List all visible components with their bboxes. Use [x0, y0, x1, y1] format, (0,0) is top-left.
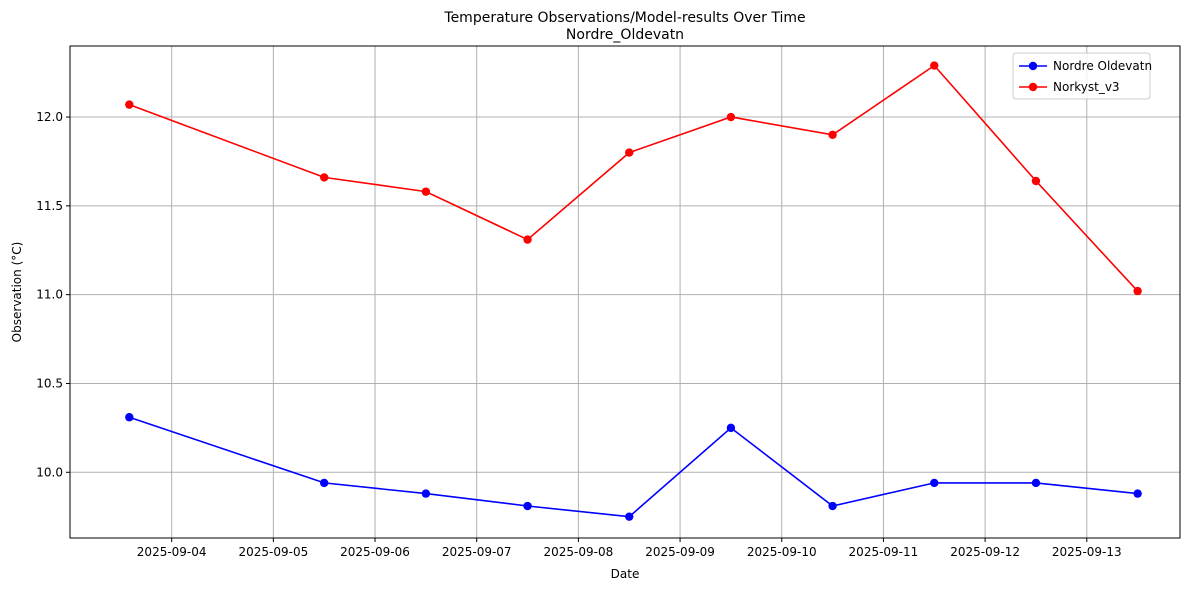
- legend-swatch-marker: [1028, 61, 1038, 71]
- x-tick-label: 2025-09-12: [950, 545, 1020, 559]
- data-point: [523, 235, 532, 244]
- data-point: [625, 512, 634, 521]
- series-line: [129, 416, 1138, 518]
- y-tick-label: 11.0: [36, 288, 63, 302]
- data-point: [1031, 478, 1041, 488]
- series-layer: [125, 61, 1142, 521]
- data-point: [828, 130, 837, 140]
- x-tick-label: 2025-09-04: [137, 545, 207, 559]
- x-tick-label: 2025-09-07: [442, 545, 512, 559]
- data-point: [828, 501, 837, 511]
- chart-subtitle: Nordre_Oldevatn: [566, 27, 684, 43]
- data-point: [930, 61, 939, 70]
- data-point: [319, 478, 329, 488]
- y-tick-label: 10.0: [36, 465, 63, 479]
- legend: Nordre Oldevatn Norkyst_v3: [1012, 52, 1152, 100]
- data-point: [125, 100, 134, 109]
- y-tick-label: 11.5: [36, 199, 63, 213]
- data-point: [421, 489, 431, 498]
- data-point: [726, 423, 736, 433]
- x-tick-label: 2025-09-08: [544, 545, 614, 559]
- y-axis-label: Observation (°C): [10, 242, 24, 343]
- series-line: [129, 64, 1139, 292]
- data-point: [1031, 176, 1041, 186]
- axes: 2025-09-04 2025-09-05 2025-09-06 2025-09-07…: [36, 110, 1121, 559]
- data-point: [421, 187, 431, 196]
- data-point: [319, 173, 329, 182]
- x-axis-label: Date: [611, 567, 640, 581]
- grid: [70, 46, 1180, 538]
- legend-label: Norkyst_v3: [1053, 80, 1120, 94]
- chart-title: Temperature Observations/Model-results O…: [443, 10, 805, 26]
- legend-swatch-marker: [1028, 82, 1038, 92]
- data-point: [1133, 489, 1142, 498]
- data-point: [1133, 286, 1142, 296]
- y-tick-label: 10.5: [36, 376, 63, 390]
- x-tick-label: 2025-09-09: [645, 545, 715, 559]
- x-tick-label: 2025-09-10: [747, 545, 817, 559]
- x-tick-label: 2025-09-06: [340, 545, 410, 559]
- data-point: [523, 501, 532, 511]
- y-tick-label: 12.0: [36, 110, 63, 124]
- data-point: [125, 413, 134, 422]
- legend-label: Nordre Oldevatn: [1053, 59, 1152, 73]
- x-tick-label: 2025-09-13: [1052, 545, 1122, 559]
- x-tick-label: 2025-09-11: [849, 545, 919, 559]
- legend-box: [1012, 52, 1151, 100]
- data-point: [726, 112, 736, 122]
- x-tick-label: 2025-09-05: [238, 545, 308, 559]
- data-point: [625, 148, 634, 157]
- plot-frame: [69, 45, 1181, 539]
- data-point: [930, 478, 939, 488]
